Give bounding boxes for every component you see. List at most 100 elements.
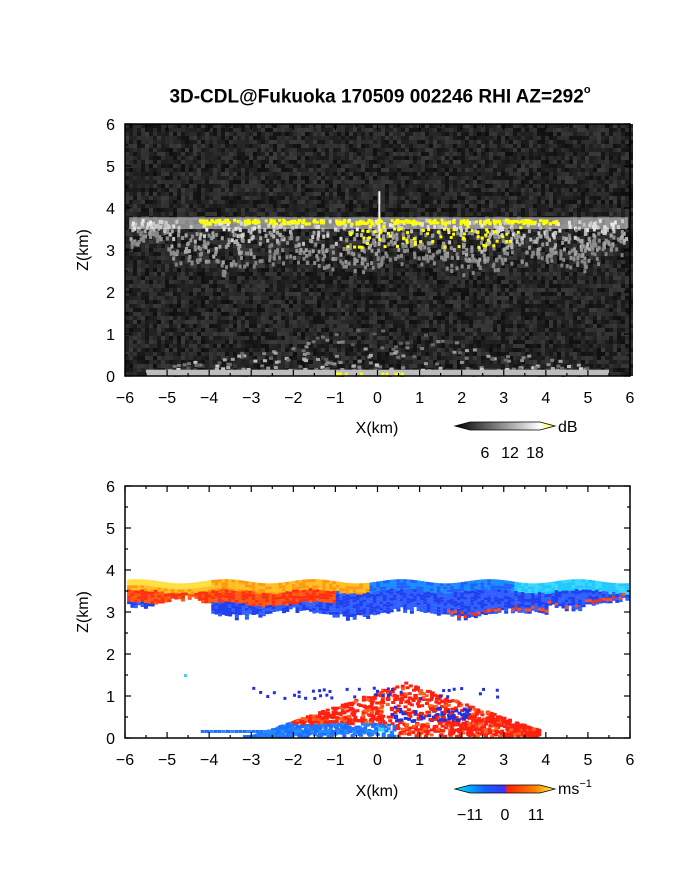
noise-pixel xyxy=(345,360,349,364)
noise-pixel xyxy=(237,356,241,360)
noise-pixel xyxy=(181,192,185,196)
noise-pixel xyxy=(385,356,389,360)
noise-pixel xyxy=(257,276,261,280)
noise-pixel xyxy=(353,264,357,268)
noise-pixel xyxy=(293,268,297,272)
noise-pixel xyxy=(333,340,337,344)
noise-pixel xyxy=(261,188,265,192)
noise-pixel xyxy=(241,304,245,308)
noise-pixel xyxy=(173,156,177,160)
noise-pixel xyxy=(225,200,229,204)
noise-pixel xyxy=(141,252,145,256)
noise-pixel xyxy=(189,280,193,284)
noise-pixel xyxy=(433,180,437,184)
noise-pixel xyxy=(305,264,309,268)
noise-pixel xyxy=(293,200,297,204)
noise-pixel xyxy=(153,196,157,200)
noise-pixel xyxy=(253,248,257,252)
noise-pixel xyxy=(273,200,277,204)
noise-pixel xyxy=(413,312,417,316)
noise-pixel xyxy=(261,208,265,212)
noise-pixel xyxy=(261,304,265,308)
noise-pixel xyxy=(309,124,313,128)
noise-pixel xyxy=(337,172,341,176)
noise-pixel xyxy=(345,252,349,256)
noise-pixel xyxy=(385,324,389,328)
noise-pixel xyxy=(309,292,313,296)
noise-pixel xyxy=(133,284,137,288)
noise-pixel xyxy=(209,340,213,344)
noise-pixel xyxy=(217,348,221,352)
noise-pixel xyxy=(329,296,333,300)
noise-pixel xyxy=(385,156,389,160)
noise-pixel xyxy=(365,364,369,368)
noise-pixel xyxy=(197,240,201,244)
noise-pixel xyxy=(389,228,393,232)
noise-pixel xyxy=(289,128,293,132)
noise-pixel xyxy=(141,300,145,304)
noise-pixel xyxy=(417,356,421,360)
noise-pixel xyxy=(397,332,401,336)
noise-pixel xyxy=(133,196,137,200)
noise-pixel xyxy=(277,312,281,316)
noise-pixel xyxy=(345,292,349,296)
noise-pixel xyxy=(317,292,321,296)
noise-pixel xyxy=(297,152,301,156)
noise-pixel xyxy=(141,164,145,168)
noise-pixel xyxy=(129,324,133,328)
noise-pixel xyxy=(141,296,145,300)
noise-pixel xyxy=(361,188,365,192)
noise-pixel xyxy=(369,196,373,200)
noise-pixel xyxy=(225,304,229,308)
noise-pixel xyxy=(177,196,181,200)
noise-pixel xyxy=(285,316,289,320)
noise-pixel xyxy=(325,276,329,280)
noise-pixel xyxy=(393,248,397,252)
noise-pixel xyxy=(133,184,137,188)
noise-pixel xyxy=(429,268,433,272)
noise-pixel xyxy=(157,148,161,152)
noise-pixel xyxy=(409,284,413,288)
noise-pixel xyxy=(297,156,301,160)
noise-pixel xyxy=(265,268,269,272)
noise-pixel xyxy=(229,328,233,332)
noise-pixel xyxy=(301,232,305,236)
noise-pixel xyxy=(369,284,373,288)
noise-pixel xyxy=(181,240,185,244)
noise-pixel xyxy=(417,308,421,312)
noise-pixel xyxy=(177,172,181,176)
noise-pixel xyxy=(297,324,301,328)
noise-pixel xyxy=(397,308,401,312)
noise-pixel xyxy=(321,284,325,288)
noise-pixel xyxy=(189,200,193,204)
noise-pixel xyxy=(181,348,185,352)
noise-pixel xyxy=(313,168,317,172)
noise-pixel xyxy=(253,128,257,132)
noise-pixel xyxy=(161,252,165,256)
noise-pixel xyxy=(233,324,237,328)
noise-pixel xyxy=(277,356,281,360)
noise-pixel xyxy=(345,308,349,312)
noise-pixel xyxy=(245,164,249,168)
noise-pixel xyxy=(409,124,413,128)
noise-pixel xyxy=(349,360,353,364)
noise-pixel xyxy=(149,180,153,184)
noise-pixel xyxy=(429,180,433,184)
noise-pixel xyxy=(141,140,145,144)
noise-pixel xyxy=(389,292,393,296)
noise-pixel xyxy=(257,340,261,344)
noise-pixel xyxy=(373,304,377,308)
noise-pixel xyxy=(425,324,429,328)
noise-pixel xyxy=(197,228,201,232)
noise-pixel xyxy=(321,204,325,208)
noise-pixel xyxy=(425,296,429,300)
noise-pixel xyxy=(161,232,165,236)
noise-pixel xyxy=(381,264,385,268)
noise-pixel xyxy=(325,328,329,332)
noise-pixel xyxy=(157,296,161,300)
noise-pixel xyxy=(133,200,137,204)
noise-pixel xyxy=(165,248,169,252)
noise-pixel xyxy=(425,236,429,240)
noise-pixel xyxy=(257,264,261,268)
noise-pixel xyxy=(373,148,377,152)
